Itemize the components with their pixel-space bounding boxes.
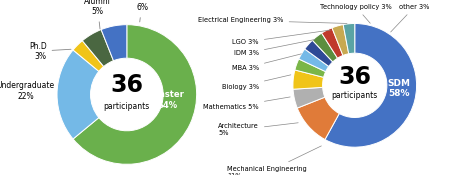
Text: IDM 3%: IDM 3% (234, 40, 315, 56)
Wedge shape (332, 25, 349, 55)
Text: other
6%: other 6% (132, 0, 153, 22)
Text: participants: participants (104, 102, 150, 111)
Text: other 3%: other 3% (391, 4, 430, 32)
Text: Master
64%: Master 64% (151, 90, 184, 110)
Text: Undergraduate
22%: Undergraduate 22% (0, 81, 55, 101)
Text: Electrical Engineering 3%: Electrical Engineering 3% (198, 17, 347, 23)
Wedge shape (297, 97, 339, 139)
Wedge shape (293, 70, 323, 89)
Text: Ph.D
3%: Ph.D 3% (29, 41, 71, 61)
Wedge shape (82, 30, 113, 66)
Text: LGO 3%: LGO 3% (233, 30, 330, 45)
Text: Alumni
5%: Alumni 5% (84, 0, 111, 29)
Text: SDM
58%: SDM 58% (388, 79, 411, 98)
Wedge shape (322, 28, 343, 58)
Wedge shape (73, 41, 104, 71)
Text: Mechanical Engineering
11%: Mechanical Engineering 11% (227, 146, 322, 175)
Wedge shape (73, 25, 197, 164)
Wedge shape (295, 59, 326, 77)
Wedge shape (299, 49, 329, 72)
Wedge shape (305, 40, 333, 66)
Text: MBA 3%: MBA 3% (232, 54, 301, 71)
Wedge shape (343, 23, 355, 54)
Wedge shape (57, 50, 99, 139)
Text: Biology 3%: Biology 3% (222, 75, 291, 90)
Wedge shape (325, 23, 417, 147)
Text: 36: 36 (338, 65, 371, 89)
Text: Technology policy 3%: Technology policy 3% (320, 4, 392, 23)
Text: Mathematics 5%: Mathematics 5% (203, 97, 290, 110)
Text: participants: participants (332, 91, 378, 100)
Text: 36: 36 (110, 73, 143, 97)
Wedge shape (313, 33, 337, 62)
Wedge shape (101, 25, 127, 61)
Wedge shape (293, 87, 325, 108)
Text: Architecture
5%: Architecture 5% (218, 123, 298, 136)
